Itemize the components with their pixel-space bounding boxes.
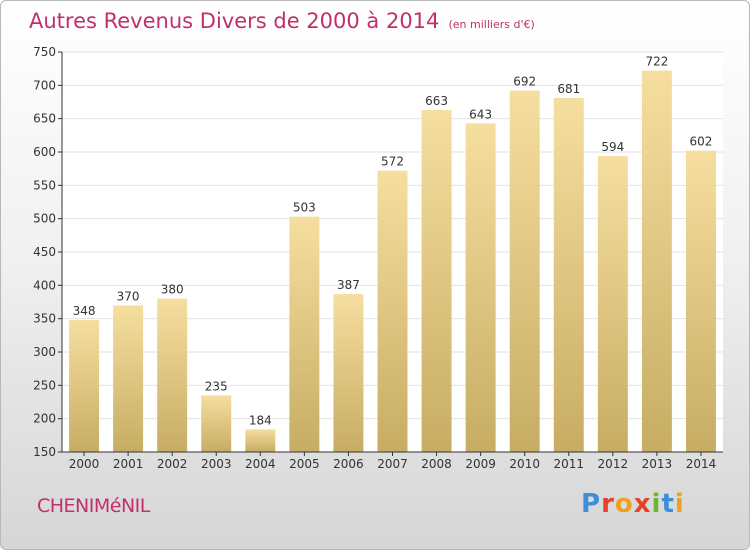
bar — [201, 395, 232, 452]
x-tick-label: 2010 — [509, 457, 540, 471]
x-tick-label: 2014 — [686, 457, 717, 471]
y-tick-label: 750 — [33, 45, 56, 59]
y-tick-label: 450 — [33, 245, 56, 259]
bar — [245, 429, 276, 452]
y-tick-label: 150 — [33, 445, 56, 459]
bar-value-label: 643 — [469, 107, 492, 121]
bar-value-label: 722 — [645, 55, 668, 69]
x-tick-label: 2008 — [421, 457, 452, 471]
bar — [553, 98, 584, 452]
logo-letter: r — [601, 489, 615, 519]
logo-letter: i — [674, 489, 685, 519]
bar-value-label: 387 — [337, 278, 360, 292]
y-axis-ticks: 150 200 250 300 350 400 450 500 550 600 650 700 750 — [33, 45, 62, 459]
logo-letter: t — [661, 489, 675, 519]
bar-value-label: 663 — [425, 94, 448, 108]
logo-letter: i — [651, 489, 662, 519]
y-tick-label: 500 — [33, 212, 56, 226]
x-tick-label: 2006 — [333, 457, 364, 471]
x-tick-label: 2013 — [642, 457, 673, 471]
y-tick-label: 650 — [33, 112, 56, 126]
bar — [113, 305, 144, 452]
bar — [641, 70, 672, 453]
x-tick-label: 2007 — [377, 457, 408, 471]
x-axis-ticks: 2000 2001 2002 2003 2004 2005 2006 2007 2008 2009… — [69, 452, 716, 471]
y-tick-label: 400 — [33, 278, 56, 292]
city-name: CHENIMéNIL — [37, 495, 150, 517]
bar — [509, 90, 540, 453]
bar-value-label: 184 — [249, 413, 272, 427]
bars-group — [69, 70, 716, 453]
x-tick-label: 2002 — [157, 457, 188, 471]
bar — [377, 170, 408, 452]
y-tick-label: 300 — [33, 345, 56, 359]
bar — [685, 150, 716, 452]
bar — [421, 110, 452, 452]
bar-value-label: 235 — [205, 379, 228, 393]
y-tick-label: 700 — [33, 78, 56, 92]
x-tick-label: 2000 — [69, 457, 100, 471]
bar — [333, 294, 364, 452]
bar — [157, 298, 188, 452]
x-tick-label: 2003 — [201, 457, 232, 471]
logo-letter: x — [633, 489, 652, 519]
y-tick-label: 600 — [33, 145, 56, 159]
y-tick-label: 250 — [33, 378, 56, 392]
x-tick-label: 2009 — [465, 457, 496, 471]
bar-value-label: 348 — [73, 304, 96, 318]
chart-title-main: Autres Revenus Divers de 2000 à 2014 — [29, 9, 440, 33]
bar-value-label: 602 — [690, 135, 713, 149]
bar-value-label: 572 — [381, 155, 404, 169]
bar-value-label: 692 — [513, 75, 536, 89]
x-tick-label: 2001 — [113, 457, 144, 471]
bar-value-label: 594 — [601, 140, 624, 154]
bar-value-label: 380 — [161, 283, 184, 297]
logo-letter: o — [614, 489, 634, 519]
y-tick-label: 550 — [33, 178, 56, 192]
bar-value-label: 681 — [557, 82, 580, 96]
proxiti-logo[interactable]: Proxiti — [581, 489, 685, 519]
x-tick-label: 2005 — [289, 457, 320, 471]
data-labels-group: 348 370 380 235 184 503 387 572 663 643 692 681 594 7… — [73, 55, 713, 428]
bar — [69, 320, 100, 452]
logo-letter: P — [581, 489, 602, 519]
y-tick-label: 200 — [33, 412, 56, 426]
x-tick-label: 2012 — [598, 457, 629, 471]
bar — [465, 123, 496, 452]
bar-value-label: 370 — [117, 289, 140, 303]
chart-title-unit: (en milliers d'€) — [448, 18, 535, 31]
x-tick-label: 2004 — [245, 457, 276, 471]
bar — [597, 156, 628, 452]
y-tick-label: 350 — [33, 312, 56, 326]
bar — [289, 216, 320, 452]
x-tick-label: 2011 — [553, 457, 584, 471]
bar-value-label: 503 — [293, 201, 316, 215]
chart-title: Autres Revenus Divers de 2000 à 2014 (en… — [29, 9, 535, 33]
